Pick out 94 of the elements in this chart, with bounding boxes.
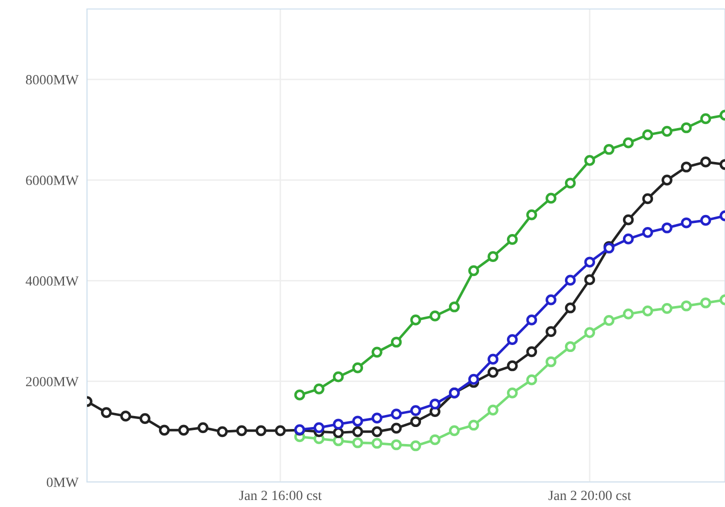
point: [430, 310, 440, 322]
point: [680, 122, 692, 134]
point: [546, 326, 556, 337]
point: [642, 129, 654, 140]
point: [410, 314, 422, 326]
point: [390, 408, 402, 420]
point: [198, 422, 208, 434]
point: [100, 407, 112, 418]
point: [604, 315, 614, 326]
point: [564, 302, 576, 314]
point: [700, 214, 712, 226]
point: [642, 306, 654, 316]
point: [622, 137, 634, 148]
x-tick-label: Jan 2 16:00 cst: [239, 490, 322, 500]
point: [390, 422, 402, 434]
y-tick-label: 2000MW: [26, 376, 79, 386]
point: [700, 297, 712, 308]
point: [662, 174, 672, 186]
point: [120, 410, 132, 422]
point: [546, 192, 556, 204]
point: [352, 416, 364, 427]
point: [584, 155, 596, 166]
point: [294, 390, 306, 400]
point: [680, 162, 692, 172]
point: [314, 422, 324, 434]
point: [680, 217, 692, 228]
point: [352, 437, 364, 448]
point: [662, 302, 672, 314]
point: [526, 314, 538, 326]
point: [700, 156, 712, 168]
y-tick-label: 6000MW: [26, 176, 79, 186]
point: [662, 222, 672, 234]
point: [178, 424, 190, 436]
point: [564, 274, 576, 286]
point: [506, 234, 518, 245]
point: [488, 251, 498, 262]
point: [584, 256, 596, 268]
point: [372, 412, 382, 424]
point: [448, 301, 460, 312]
point: [622, 308, 634, 320]
point: [140, 413, 150, 424]
point: [332, 427, 344, 438]
y-tick-label: 0MW: [46, 478, 79, 488]
point: [468, 265, 480, 276]
point: [332, 371, 344, 382]
point: [700, 113, 712, 124]
point: [256, 425, 266, 436]
point: [506, 388, 518, 398]
point: [526, 374, 538, 386]
point: [468, 420, 480, 431]
point: [488, 354, 498, 365]
point: [546, 356, 556, 368]
point: [642, 227, 654, 238]
point: [372, 438, 382, 449]
point: [564, 178, 576, 189]
point: [642, 193, 654, 204]
point: [332, 435, 344, 446]
point: [372, 346, 382, 358]
point: [526, 346, 538, 358]
point: [488, 366, 498, 378]
point: [564, 341, 576, 352]
point: [622, 234, 634, 244]
point: [352, 426, 364, 438]
point: [662, 126, 672, 137]
point: [216, 426, 228, 438]
point: [546, 294, 556, 306]
point: [584, 327, 596, 338]
point: [584, 274, 596, 286]
point: [314, 383, 324, 394]
point: [506, 360, 518, 372]
point: [236, 425, 248, 436]
point: [390, 439, 402, 450]
point: [274, 425, 286, 436]
y-tick-label: 8000MW: [26, 75, 79, 84]
point: [680, 300, 692, 312]
point: [430, 434, 440, 446]
point: [604, 144, 614, 155]
point: [372, 426, 382, 438]
point: [352, 362, 364, 374]
point: [410, 440, 422, 452]
point: [488, 404, 498, 416]
point: [468, 374, 480, 385]
point: [390, 336, 402, 348]
point: [622, 214, 634, 226]
point: [410, 405, 422, 416]
point: [448, 425, 460, 436]
point: [506, 334, 518, 346]
y-tick-label: 4000MW: [26, 276, 79, 286]
point: [332, 418, 344, 430]
x-tick-label: Jan 2 20:00 cst: [548, 490, 632, 500]
point: [526, 209, 538, 220]
point: [410, 416, 422, 428]
point: [430, 398, 440, 410]
point: [158, 424, 170, 436]
